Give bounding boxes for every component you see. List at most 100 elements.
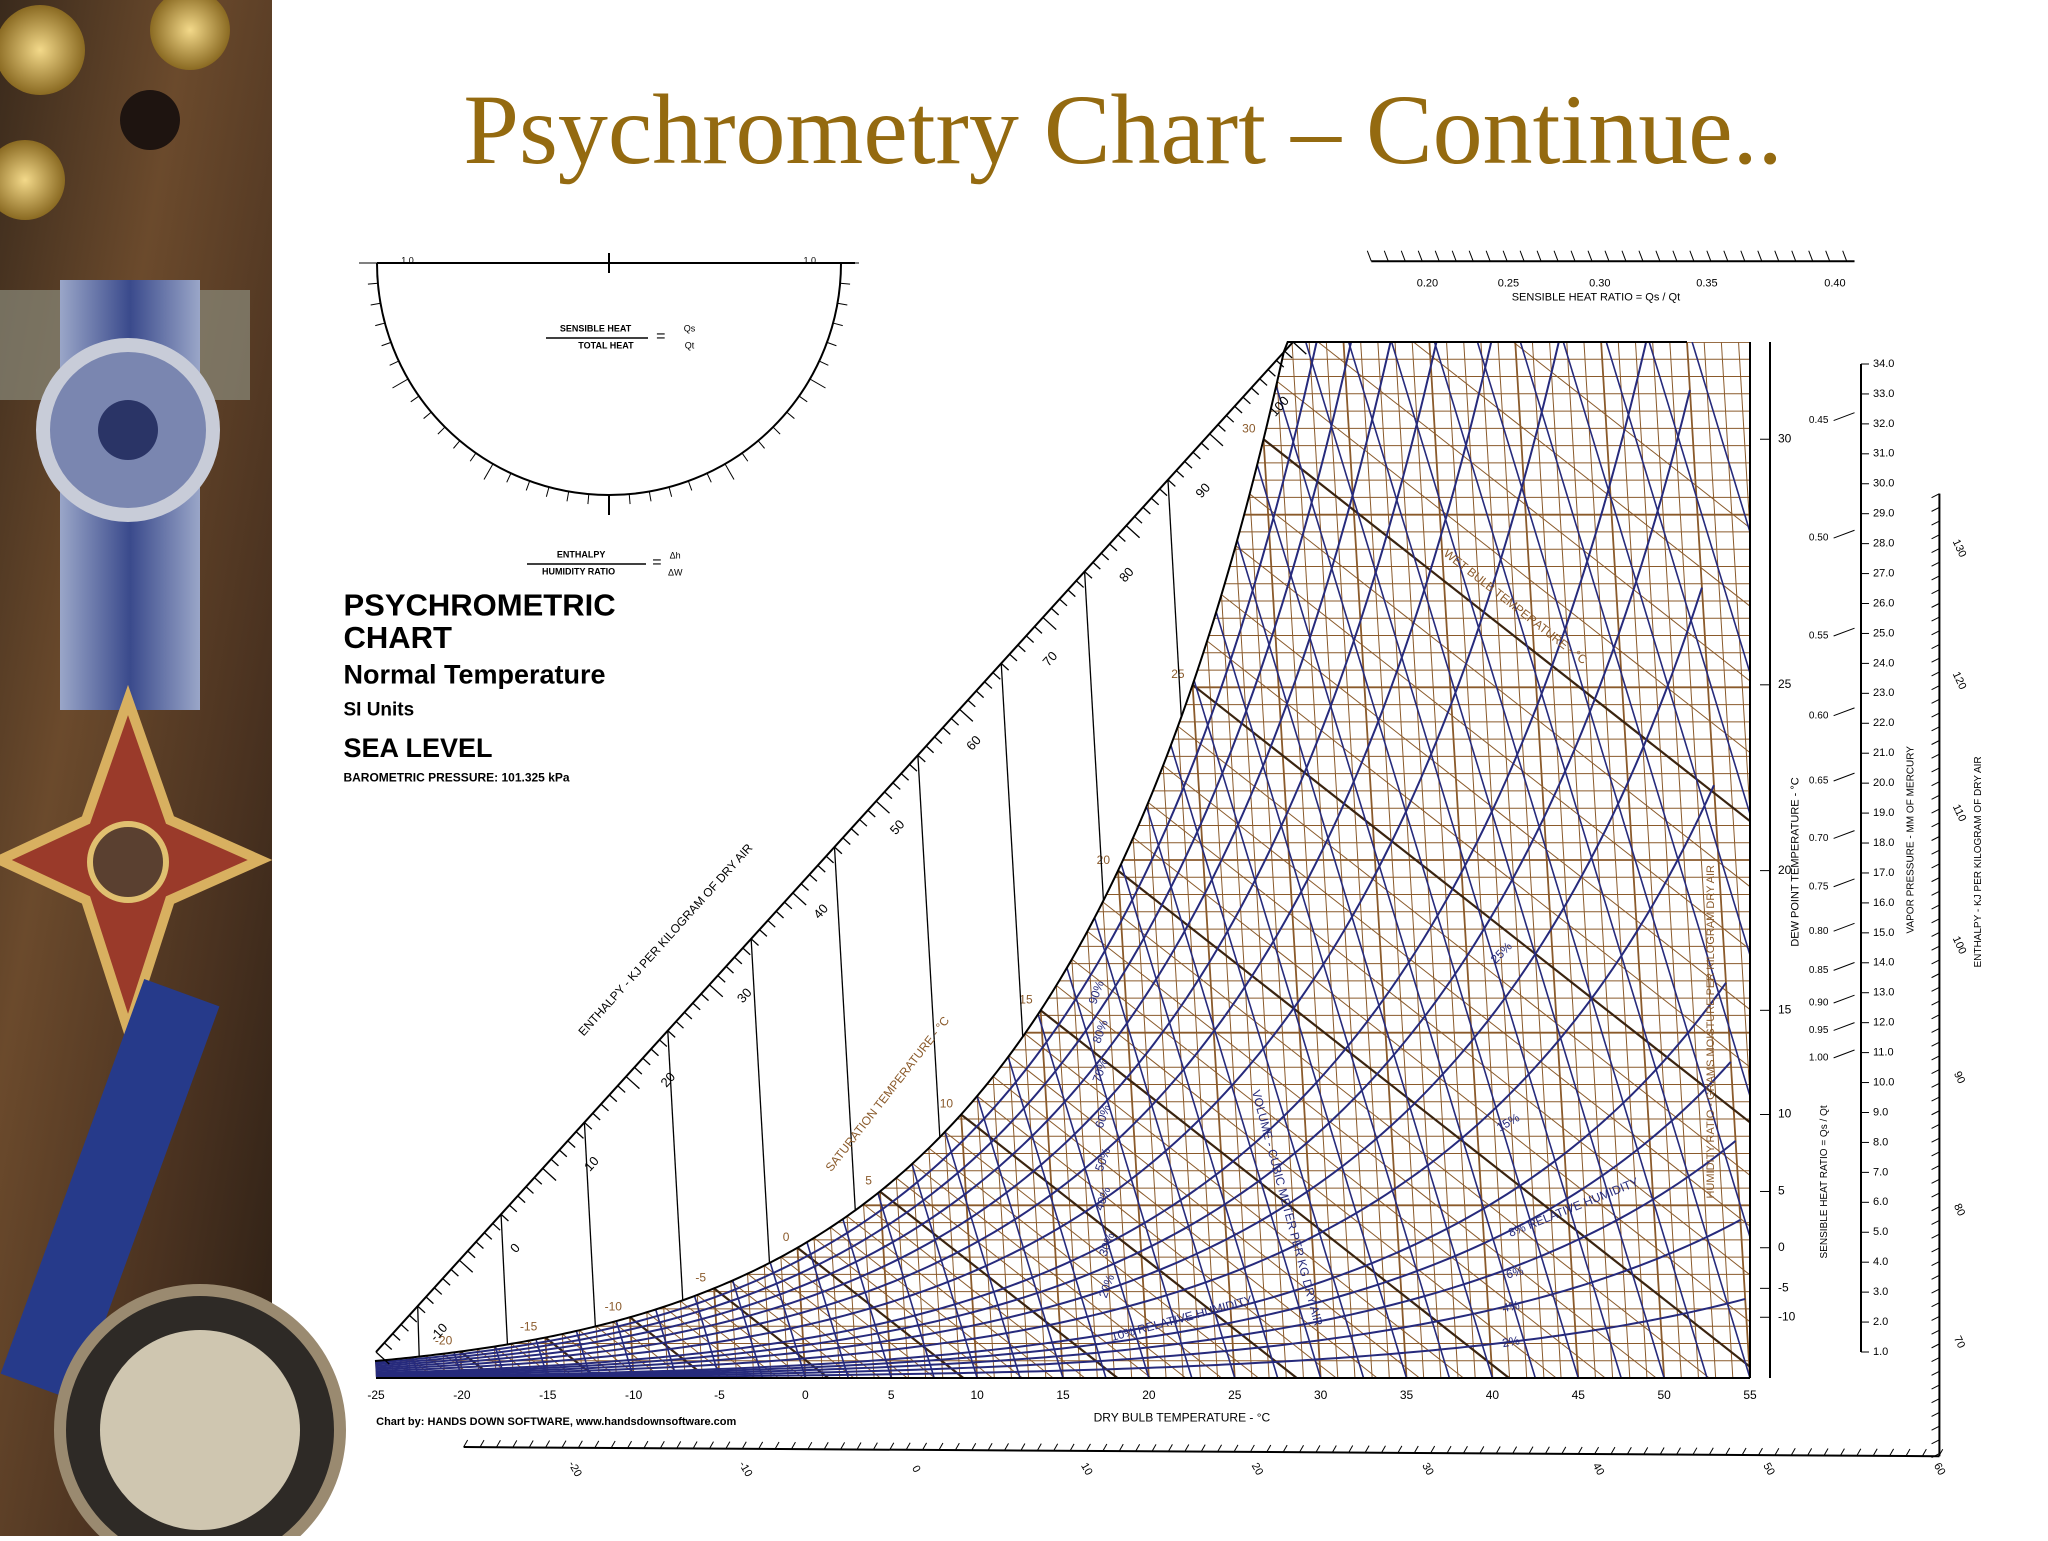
enthalpy-tick	[501, 1214, 508, 1221]
shr-tick	[1724, 251, 1728, 261]
bottom-enthalpy-tick	[906, 1443, 910, 1450]
right-enthalpy-tick	[1932, 1166, 1940, 1170]
vapor-tick-label: 22.0	[1873, 717, 1894, 729]
protractor-tick	[833, 323, 843, 326]
dew-point-tick-label: 25	[1778, 677, 1792, 691]
right-enthalpy-tick	[1932, 631, 1940, 635]
dry-bulb-line	[416, 342, 479, 1378]
bottom-enthalpy-tick	[1054, 1444, 1058, 1451]
bottom-enthalpy-tick	[1021, 1444, 1025, 1451]
right-enthalpy-tick	[1932, 590, 1940, 594]
shr-side-tick	[1834, 879, 1855, 887]
right-enthalpy-tick	[1932, 1412, 1940, 1416]
x-tick-label: 15	[1056, 1388, 1070, 1402]
wet-bulb-line	[1291, 320, 2048, 1378]
enthalpy-tick	[851, 829, 858, 836]
enthalpy-tick	[559, 1150, 566, 1157]
vapor-tick-label: 7.0	[1873, 1166, 1888, 1178]
vapor-tick-label: 6.0	[1873, 1196, 1888, 1208]
enthalpy-tick-label: 40	[810, 901, 831, 922]
right-enthalpy-tick	[1932, 1015, 1940, 1019]
wet-bulb-line	[1250, 494, 2048, 1378]
shr-tick	[1690, 251, 1694, 261]
dry-bulb-line	[605, 342, 668, 1378]
right-enthalpy-tick	[1932, 905, 1940, 909]
vapor-tick-label: 30.0	[1873, 478, 1894, 490]
right-enthalpy-tick	[1932, 713, 1940, 717]
dry-bulb-line	[502, 342, 565, 1378]
shr-tick	[1656, 251, 1660, 261]
bottom-enthalpy-tick	[1070, 1444, 1074, 1451]
bottom-enthalpy-tick	[1250, 1445, 1254, 1452]
enthalpy-tick	[668, 1031, 675, 1038]
saturation-tick-label: 0	[783, 1230, 790, 1244]
enthalpy-tick	[976, 691, 983, 698]
vapor-label: VAPOR PRESSURE - MM OF MERCURY	[1905, 746, 1916, 934]
saturation-tick-label: -5	[695, 1271, 706, 1285]
enthalpy-tick	[809, 875, 816, 882]
protractor-tick	[507, 473, 511, 482]
volume-line	[404, 342, 719, 1378]
enthalpy-tick-label: 10	[581, 1153, 602, 1174]
dry-bulb-line	[450, 342, 513, 1378]
dry-bulb-line	[1979, 342, 2042, 1378]
protractor-tick	[453, 441, 459, 449]
bottom-enthalpy-tick	[1529, 1447, 1533, 1454]
right-enthalpy-tick	[1932, 1179, 1940, 1183]
bottom-enthalpy-tick	[726, 1442, 730, 1449]
decorative-photo	[0, 0, 340, 1536]
vapor-tick-label: 12.0	[1873, 1017, 1894, 1029]
bottom-enthalpy-tick-label: 40	[1590, 1461, 1607, 1478]
shr-tick	[1809, 251, 1813, 261]
enthalpy-label: ENTHALPY - KJ PER KILOGRAM OF DRY AIR	[575, 841, 755, 1039]
bottom-enthalpy-tick	[677, 1441, 681, 1448]
shr-tick	[1741, 251, 1745, 261]
enthalpy-tick	[551, 1159, 558, 1166]
protractor-tick	[526, 481, 529, 490]
vapor-tick-label: 18.0	[1873, 837, 1894, 849]
shr-tick	[1673, 251, 1677, 261]
enthalpy-tick	[593, 1113, 600, 1120]
enthalpy-line	[751, 939, 769, 1263]
right-enthalpy-tick	[1932, 823, 1940, 827]
enthalpy-tick	[543, 1168, 556, 1180]
bottom-enthalpy-tick	[1857, 1449, 1861, 1456]
rh-label: 90%	[1086, 978, 1107, 1006]
bottom-enthalpy-tick	[611, 1441, 615, 1448]
protractor-tick	[567, 491, 569, 501]
right-enthalpy-tick	[1932, 1207, 1940, 1211]
enthalpy-tick	[1235, 406, 1242, 413]
right-enthalpy-tick	[1932, 850, 1940, 854]
wet-bulb-line	[1103, 902, 1710, 1378]
bottom-enthalpy-tick	[972, 1443, 976, 1450]
shr-tick	[1435, 251, 1439, 261]
enthalpy-tick	[659, 1040, 666, 1047]
right-enthalpy-tick	[1932, 1042, 1940, 1046]
right-enthalpy-tick	[1932, 1344, 1940, 1348]
enthalpy-tick	[1168, 480, 1175, 487]
dry-bulb-line	[1893, 342, 1956, 1378]
enthalpy-tick	[468, 1251, 475, 1258]
bottom-enthalpy-tick	[759, 1442, 763, 1449]
bottom-enthalpy-tick	[513, 1440, 517, 1447]
enthalpy-tick	[1126, 526, 1139, 538]
dry-bulb-line	[382, 342, 445, 1378]
shr-side-tick	[1834, 963, 1855, 971]
right-enthalpy-tick	[1932, 1248, 1940, 1252]
bottom-enthalpy-tick-label: 20	[1249, 1461, 1266, 1478]
enthalpy-tick	[1043, 617, 1056, 629]
enthalpy-tick	[1110, 544, 1117, 551]
protractor-tick	[368, 283, 378, 284]
enthalpy-tick	[676, 1021, 683, 1028]
protractor-end: 1.0	[401, 256, 414, 266]
enthalpy-line	[668, 1031, 683, 1301]
right-enthalpy-tick	[1932, 1303, 1940, 1307]
shr-side-tick-label: 0.90	[1809, 998, 1829, 1009]
enthalpy-tick	[901, 774, 908, 781]
bottom-enthalpy-tick	[709, 1442, 713, 1449]
shr-side-label: SENSIBLE HEAT RATIO = Qs / Qt	[1819, 1105, 1830, 1258]
right-enthalpy-tick	[1932, 1152, 1940, 1156]
shr-tick	[1384, 251, 1388, 261]
